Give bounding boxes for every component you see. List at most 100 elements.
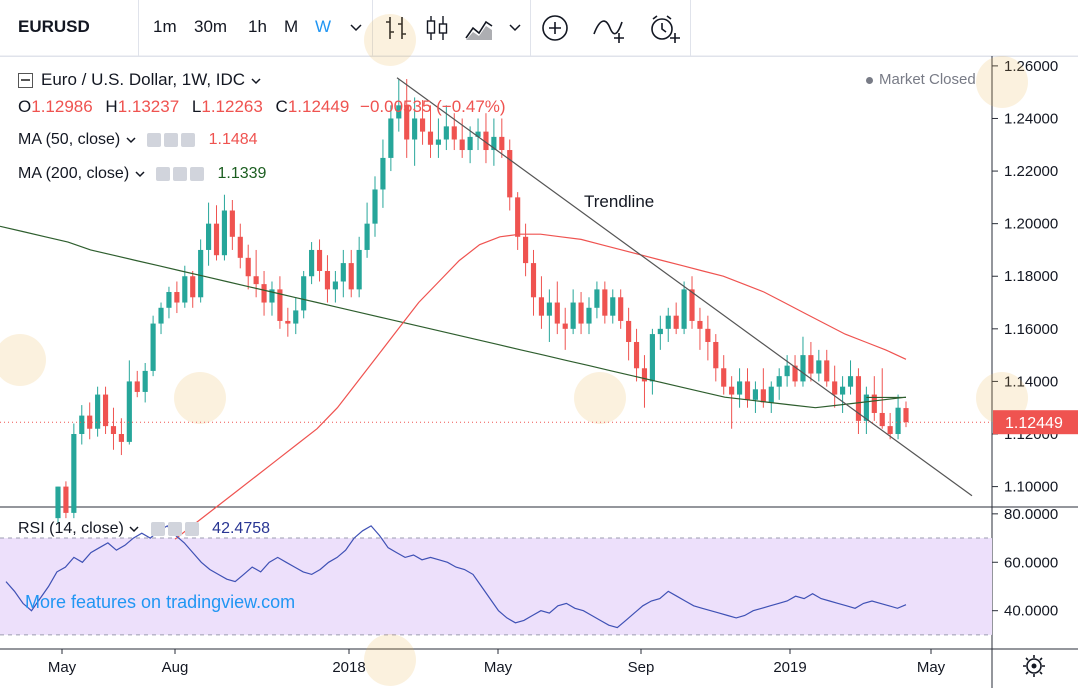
status-dot-icon (866, 76, 873, 84)
interval-1m[interactable]: 1m (153, 17, 177, 36)
trendline[interactable] (396, 77, 973, 497)
candle (182, 265, 188, 308)
chevron-down-icon[interactable] (250, 76, 262, 86)
ma50-value: 1.1484 (208, 131, 258, 149)
ma200-legend: MA (200, close) 1.1339 (18, 165, 266, 183)
settings-icon[interactable] (164, 132, 179, 147)
settings-gear-icon[interactable] (1023, 655, 1045, 677)
last-price-tag: 1.12449 (993, 410, 1078, 435)
candle (158, 302, 164, 335)
settings-icon[interactable] (173, 166, 188, 181)
rsi-band (0, 538, 992, 635)
candle (879, 368, 885, 429)
area-chart-type-icon[interactable] (464, 14, 494, 42)
remove-icon[interactable] (184, 521, 199, 536)
interval-month[interactable]: M (284, 17, 299, 36)
candles-chart-type-icon[interactable] (424, 14, 450, 42)
candle (491, 118, 497, 166)
candle (198, 239, 204, 303)
candle (221, 194, 228, 261)
candle (261, 270, 267, 316)
add-indicator-icon[interactable] (540, 14, 570, 44)
settings-icon[interactable] (167, 521, 182, 536)
candle (697, 307, 703, 350)
series-title[interactable]: Euro / U.S. Dollar, 1W, IDC (41, 70, 246, 89)
candle (736, 368, 743, 408)
candle (285, 307, 291, 337)
price-tick-label: 1.16000 (1004, 321, 1058, 338)
price-tick-label: 1.18000 (1004, 268, 1058, 285)
market-status: Market Closed (866, 71, 976, 88)
low-label: L (191, 97, 202, 116)
chevron-down-icon[interactable] (128, 524, 140, 534)
rsi-label[interactable]: RSI (14, close) (18, 520, 124, 538)
watermark-logo-icon (976, 56, 1028, 108)
candle (419, 100, 426, 145)
candle (324, 255, 331, 303)
candle (578, 292, 584, 335)
visibility-icon[interactable] (147, 132, 162, 147)
candle (546, 289, 552, 342)
time-axis-labels: May Aug 2018 May Sep 2019 May (48, 649, 946, 676)
candle (499, 118, 505, 158)
candle (71, 423, 77, 519)
candle (792, 355, 798, 387)
chevron-down-icon[interactable] (134, 169, 146, 179)
candle (689, 276, 695, 329)
tradingview-watermark[interactable]: More features on tradingview.com (25, 592, 295, 612)
ma50-label[interactable]: MA (50, close) (18, 131, 121, 149)
watermark-logo-icon (574, 372, 626, 424)
time-tick-label: May (917, 659, 946, 676)
candle (832, 365, 838, 408)
candle (475, 118, 481, 151)
interval-30m[interactable]: 30m (194, 17, 228, 36)
rsi-controls (150, 520, 202, 538)
open-label: O (18, 97, 32, 116)
remove-icon[interactable] (181, 132, 196, 147)
trendline-annotation: Trendline (584, 192, 654, 211)
candle (110, 407, 117, 450)
toolbar-divider (372, 0, 373, 56)
alert-clock-icon[interactable] (648, 14, 680, 44)
candle (245, 244, 251, 290)
candle (626, 307, 632, 361)
candle (618, 289, 624, 329)
candle (206, 202, 212, 266)
candle (840, 376, 846, 413)
symbol-search[interactable]: EURUSD (18, 17, 90, 36)
bar-chart-type-icon[interactable] (384, 14, 410, 42)
visibility-icon[interactable] (150, 521, 165, 536)
candle (768, 381, 774, 413)
open-value: 1.12986 (31, 97, 93, 116)
interval-week[interactable]: W (315, 17, 332, 36)
ma200-label[interactable]: MA (200, close) (18, 165, 130, 183)
chevron-down-icon[interactable] (125, 135, 137, 145)
interval-1h[interactable]: 1h (248, 17, 267, 36)
candle (443, 105, 449, 151)
visibility-icon[interactable] (156, 166, 171, 181)
candle (435, 118, 441, 158)
chevron-down-icon[interactable] (508, 22, 522, 34)
price-tick-label: 1.22000 (1004, 163, 1058, 180)
candle (372, 176, 378, 237)
remove-icon[interactable] (190, 166, 205, 181)
candle (847, 360, 854, 395)
candle (538, 276, 545, 329)
watermark-logo-icon (364, 634, 416, 686)
watermark-logo-icon (174, 372, 226, 424)
time-tick-label: Aug (162, 659, 189, 676)
candle (95, 386, 101, 437)
collapse-legend-icon[interactable] (18, 73, 33, 89)
close-value: 1.12449 (287, 97, 350, 116)
candle (467, 126, 473, 164)
candle (784, 355, 790, 387)
compare-symbol-icon[interactable] (592, 14, 626, 44)
last-price-value: 1.12449 (1005, 415, 1063, 432)
time-tick-label: May (484, 659, 513, 676)
top-toolbar: EURUSD 1m 30m 1h M W (0, 0, 1078, 57)
chevron-down-icon[interactable] (349, 22, 363, 34)
toolbar-divider (138, 0, 139, 56)
candle (729, 376, 735, 429)
candle (824, 349, 830, 387)
